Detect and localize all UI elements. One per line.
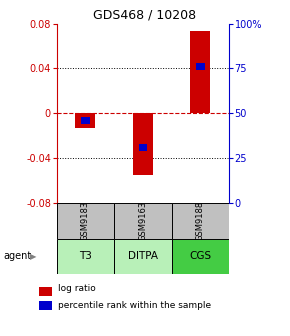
Text: CGS: CGS	[189, 251, 211, 261]
Bar	[133, 114, 153, 175]
Text: GSM9188: GSM9188	[196, 201, 205, 241]
Text: ▶: ▶	[30, 252, 37, 261]
Text: GDS468 / 10208: GDS468 / 10208	[93, 8, 197, 22]
Text: percentile rank within the sample: percentile rank within the sample	[58, 301, 211, 310]
Bar	[196, 63, 205, 70]
Bar	[114, 203, 172, 239]
Text: T3: T3	[79, 251, 92, 261]
Bar	[57, 239, 114, 274]
Text: log ratio: log ratio	[58, 285, 96, 293]
Text: DITPA: DITPA	[128, 251, 158, 261]
Bar	[75, 114, 95, 128]
Bar	[114, 239, 172, 274]
Bar	[139, 144, 147, 151]
Text: agent: agent	[3, 251, 31, 261]
Bar	[81, 117, 90, 124]
Bar	[172, 239, 229, 274]
Bar	[57, 203, 114, 239]
Bar	[172, 203, 229, 239]
Text: GSM9183: GSM9183	[81, 201, 90, 241]
Text: GSM9163: GSM9163	[138, 201, 147, 241]
Bar	[190, 31, 211, 114]
